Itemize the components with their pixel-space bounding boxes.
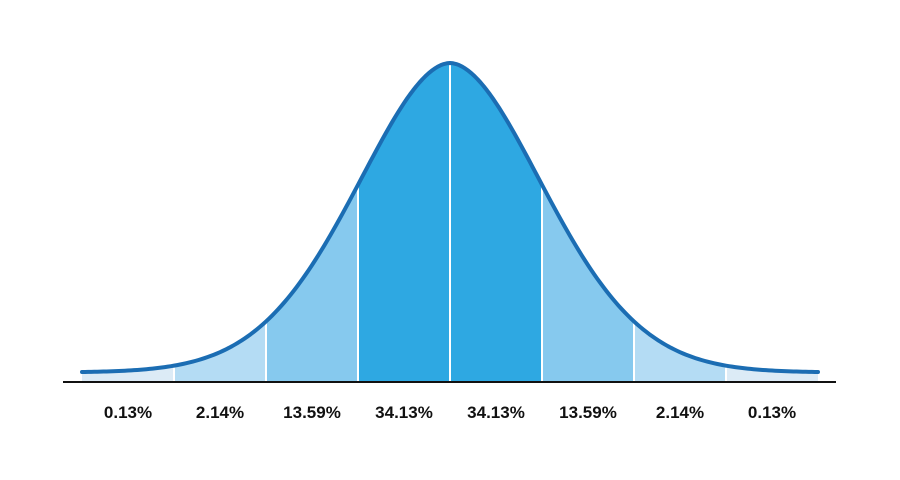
segment-fill-7 [634,321,726,382]
segment-label-5: 34.13% [467,403,525,422]
segment-fill-3 [266,184,358,382]
bell-curve-line [80,61,820,374]
percentage-labels: 0.13% 2.14% 13.59% 34.13% 34.13% 13.59% 2.14% 0… [104,403,796,422]
segment-label-2: 2.14% [196,403,244,422]
segment-label-8: 0.13% [748,403,796,422]
segment-dividers [173,65,727,382]
segment-fill-2 [174,321,266,382]
segment-fill-6 [542,184,634,382]
segment-label-3: 13.59% [283,403,341,422]
segment-label-7: 2.14% [656,403,704,422]
segment-fill-5 [450,63,542,382]
segment-fill-4 [358,63,450,382]
segment-label-6: 13.59% [559,403,617,422]
segment-label-4: 34.13% [375,403,433,422]
segment-label-1: 0.13% [104,403,152,422]
